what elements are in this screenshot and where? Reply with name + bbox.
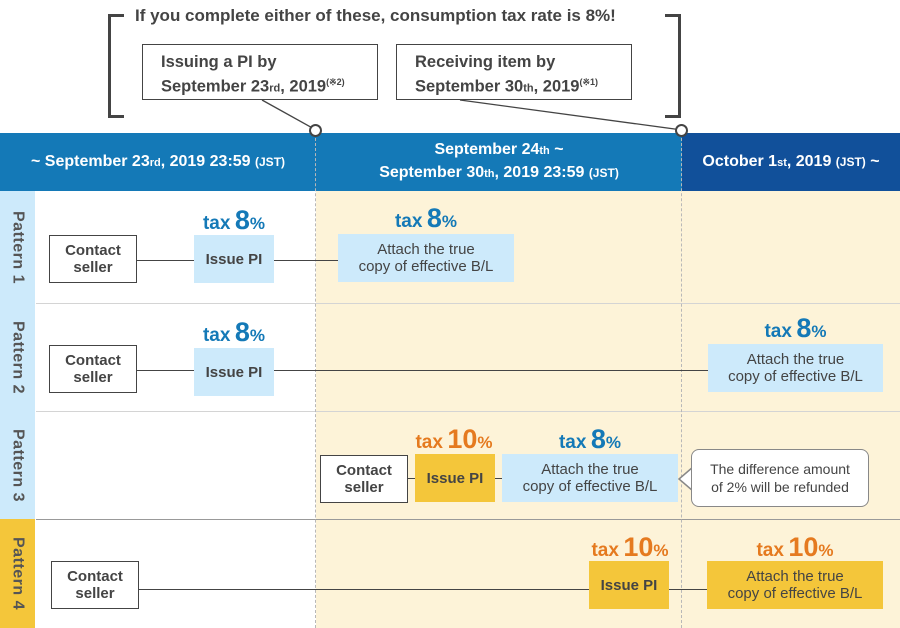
connector-line-2: [459, 99, 683, 131]
condition-issuing-pi: Issuing a PI by September 23rd, 2019(※2): [142, 44, 378, 100]
footnote-mark: (※1): [579, 77, 599, 87]
flow-line: [138, 589, 708, 590]
attach-bl-box: Attach the true copy of effective B/L: [708, 344, 883, 392]
bracket-left: [108, 14, 124, 118]
timeline-marker: [675, 124, 688, 137]
issue-pi-box: Issue PI: [415, 454, 495, 502]
condition-line1: Issuing a PI by: [161, 53, 277, 71]
row-divider: [36, 519, 900, 520]
attach-bl-box: Attach the true copy of effective B/L: [338, 234, 514, 282]
flow-line: [136, 370, 708, 371]
issue-pi-box: Issue PI: [194, 235, 274, 283]
period-divider: [315, 133, 316, 628]
bracket-right: [665, 14, 681, 118]
contact-seller-box: Contact seller: [320, 455, 408, 503]
condition-line2: September 30th, 2019(※1): [415, 77, 599, 96]
tax-rate-8: tax 8%: [202, 205, 266, 235]
contact-seller-box: Contact seller: [51, 561, 139, 609]
callout-headline: If you complete either of these, consump…: [135, 6, 616, 25]
contact-seller-box: Contact seller: [49, 235, 137, 283]
pattern-label-3: Pattern 3: [0, 411, 35, 519]
footnote-mark: (※2): [326, 77, 345, 87]
pattern-label-2: Pattern 2: [0, 303, 35, 411]
column-header-from-oct1: October 1st, 2019 (JST) ~: [682, 133, 900, 191]
column-header-until-sep23: ~ September 23rd, 2019 23:59 (JST): [0, 133, 316, 191]
issue-pi-box: Issue PI: [194, 348, 274, 396]
tax-rate-8: tax 8%: [558, 424, 622, 454]
contact-seller-box: Contact seller: [49, 345, 137, 393]
period-divider: [681, 133, 682, 628]
refund-note-bubble: The difference amount of 2% will be refun…: [691, 449, 869, 507]
row-divider: [36, 303, 900, 304]
pattern-label-1: Pattern 1: [0, 191, 35, 303]
connector-lines: [261, 99, 683, 131]
tax-rate-10: tax 10%: [756, 532, 834, 562]
issue-pi-box: Issue PI: [589, 561, 669, 609]
condition-receiving-item: Receiving item by September 30th, 2019(※…: [396, 44, 632, 100]
condition-line1: Receiving item by: [415, 53, 556, 71]
tax-rate-10: tax 10%: [591, 532, 669, 562]
row-divider: [36, 411, 900, 412]
connector-line-1: [261, 99, 317, 131]
pattern-label-4: Pattern 4: [0, 519, 35, 628]
column-header-sep24-sep30: September 24th ~ September 30th, 2019 23…: [316, 133, 682, 191]
condition-line2: September 23rd, 2019(※2): [161, 77, 345, 96]
attach-bl-box: Attach the true copy of effective B/L: [502, 454, 678, 502]
attach-bl-box: Attach the true copy of effective B/L: [707, 561, 883, 609]
tax-rate-8: tax 8%: [394, 203, 458, 233]
timeline-marker: [309, 124, 322, 137]
tax-rate-8: tax 8%: [764, 313, 827, 343]
tax-rate-8: tax 8%: [202, 317, 266, 347]
tax-rate-10: tax 10%: [415, 424, 493, 454]
